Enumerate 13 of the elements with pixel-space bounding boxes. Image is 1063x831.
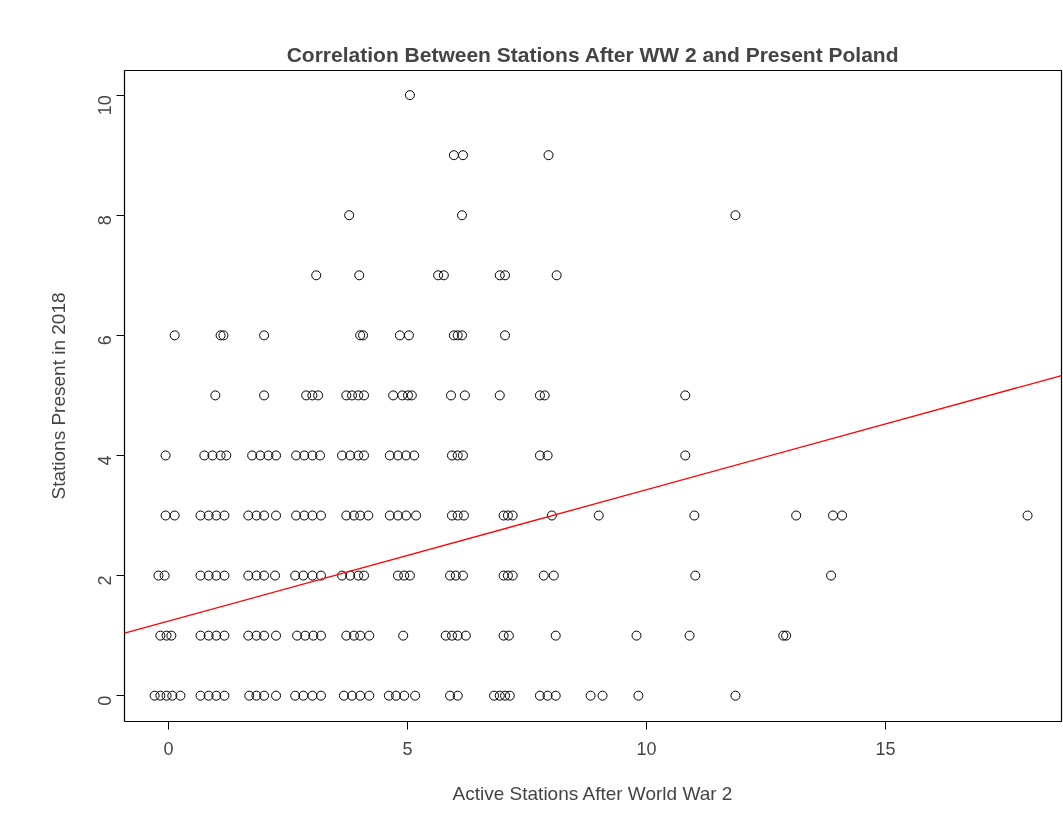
y-tick-label: 4 — [95, 455, 115, 466]
y-axis-title: Stations Present in 2018 — [47, 292, 69, 500]
x-axis-title: Active Stations After World War 2 — [452, 782, 733, 804]
y-tick-label: 2 — [95, 575, 115, 586]
x-tick-label: 5 — [402, 738, 413, 759]
y-tick-label: 8 — [95, 215, 115, 226]
y-tick-label: 0 — [95, 695, 115, 706]
x-tick-label: 0 — [163, 738, 174, 759]
y-tick-label: 10 — [95, 95, 115, 116]
x-tick-label: 10 — [636, 738, 657, 759]
chart-title: Correlation Between Stations After WW 2 and Present Poland — [286, 42, 899, 66]
y-tick-label: 6 — [95, 335, 115, 346]
x-tick-label: 15 — [875, 738, 896, 759]
